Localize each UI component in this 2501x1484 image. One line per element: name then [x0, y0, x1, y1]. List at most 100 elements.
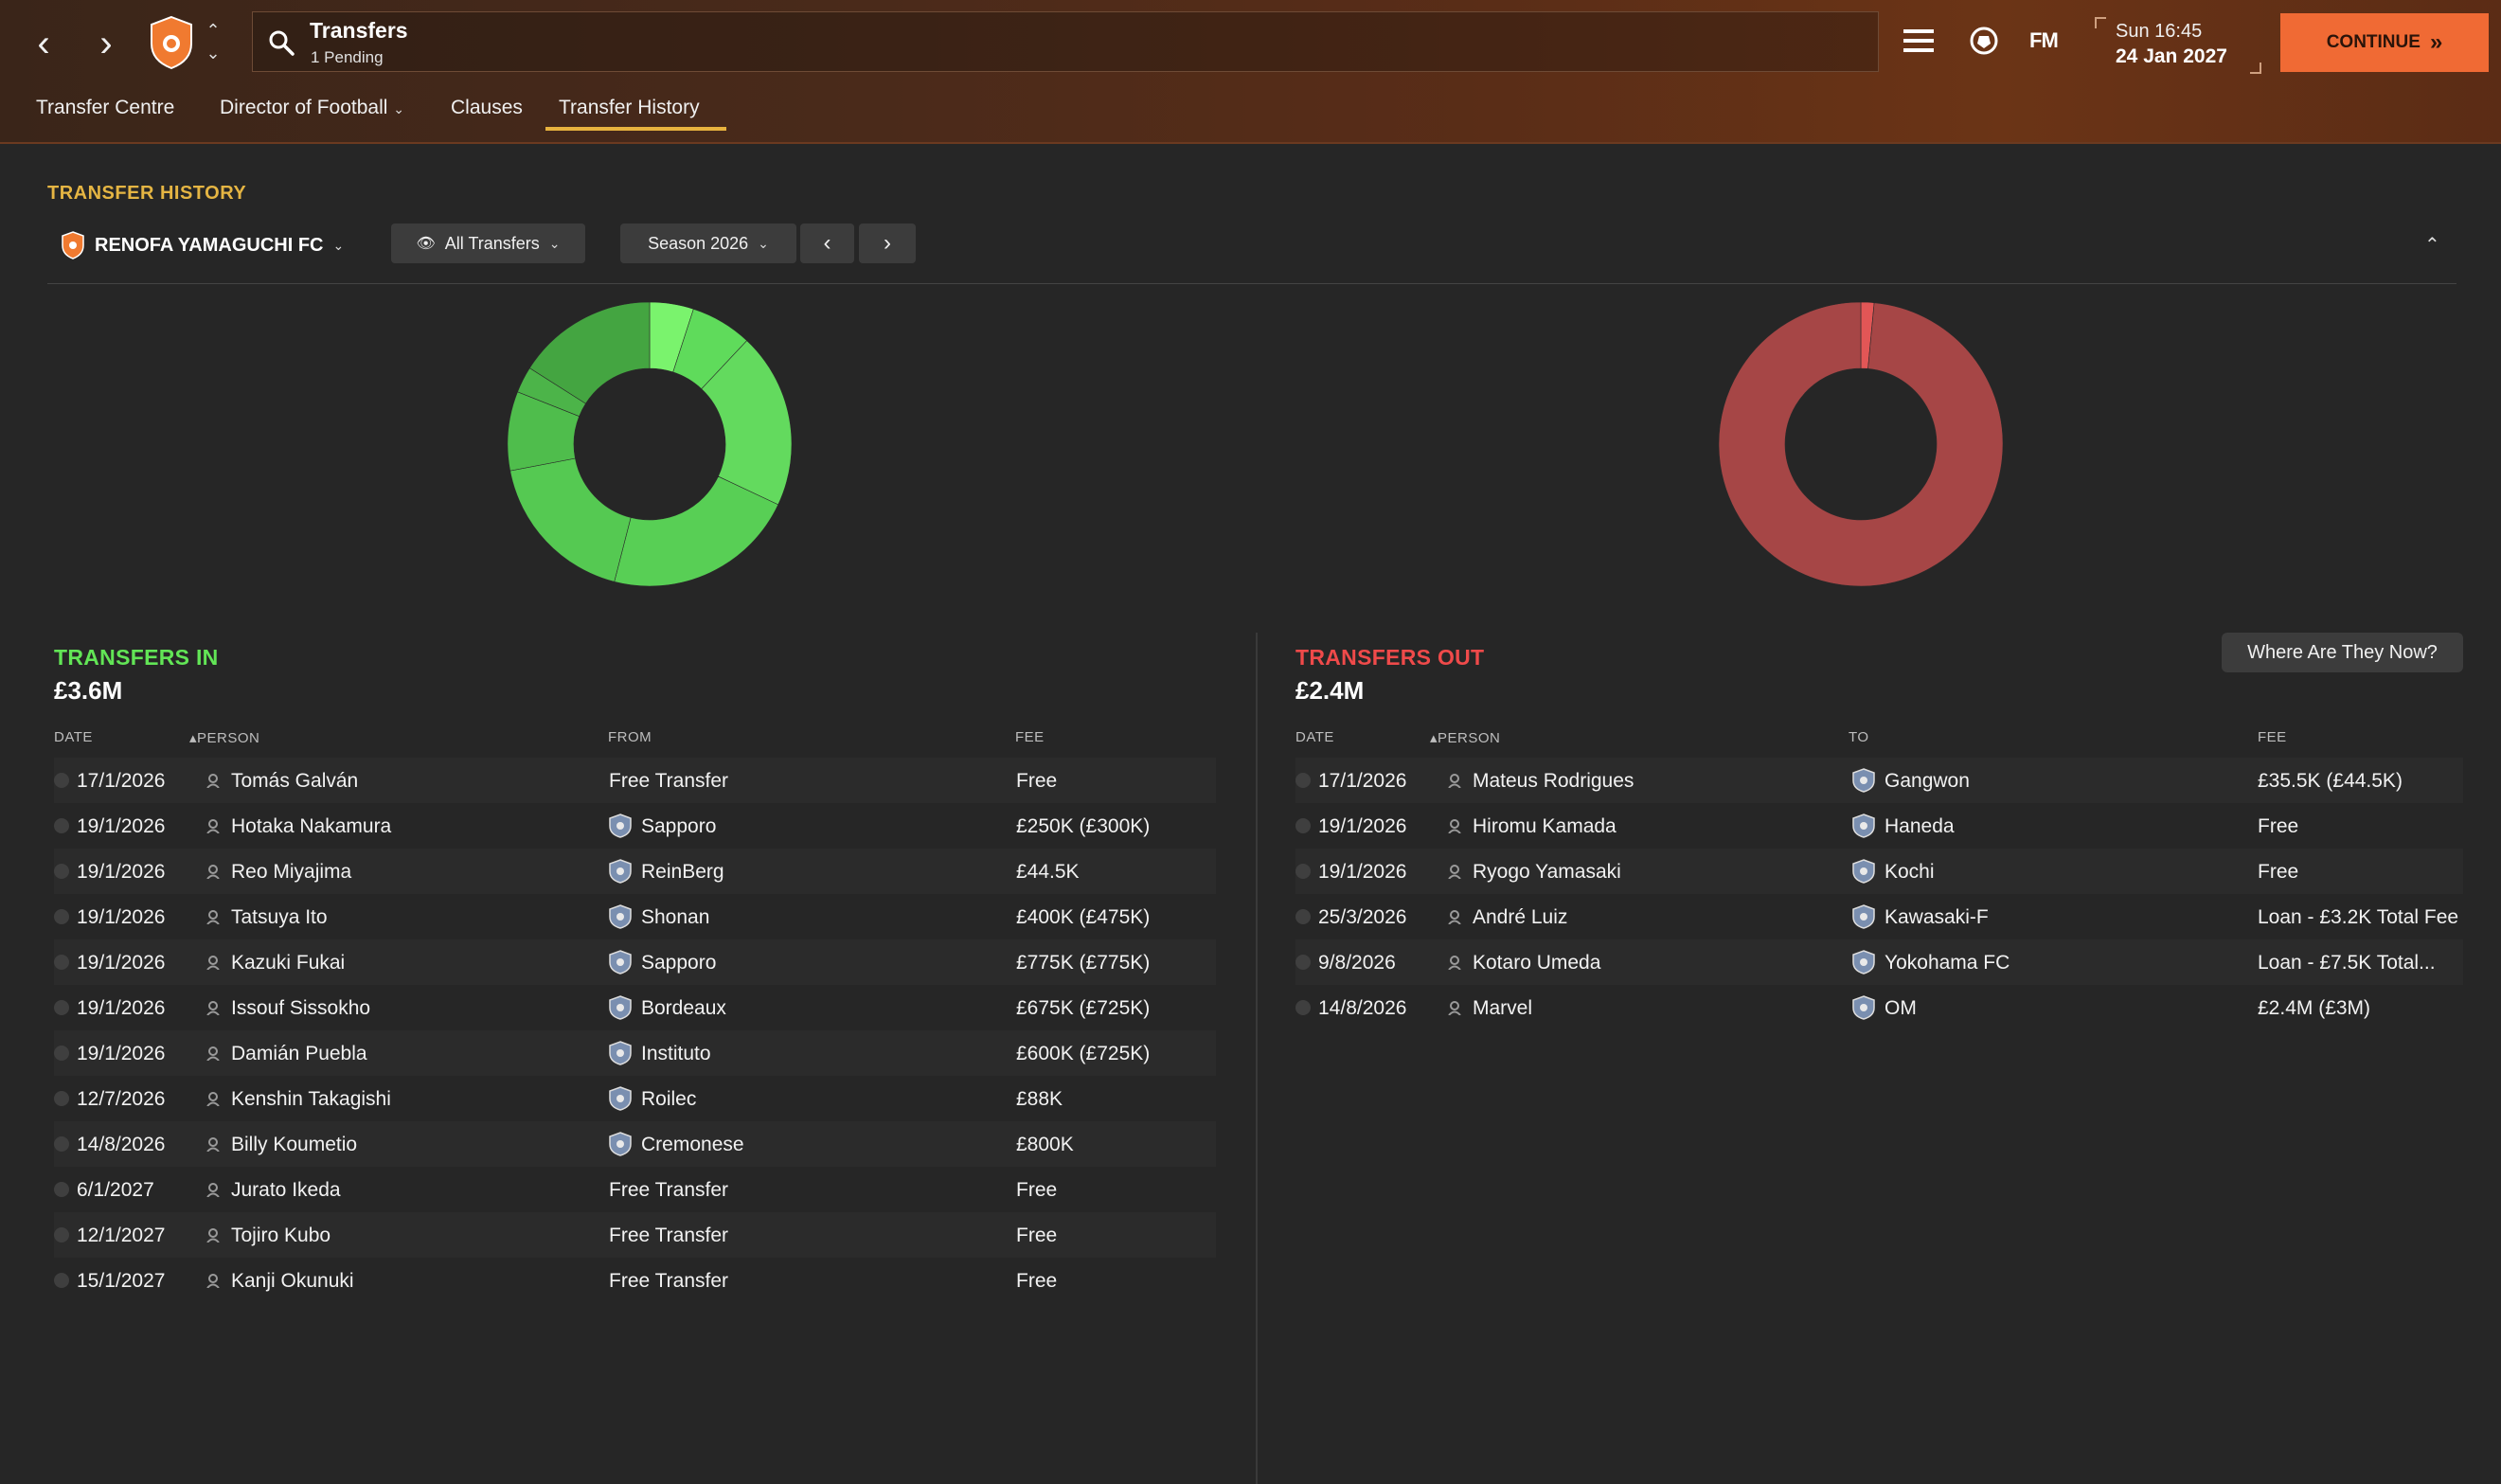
- person-icon: [206, 1137, 220, 1152]
- person-name-link[interactable]: Marvel: [1473, 997, 1533, 1019]
- club-link[interactable]: ReinBerg: [641, 861, 724, 883]
- continue-button[interactable]: CONTINUE »: [2280, 13, 2489, 72]
- next-season-button[interactable]: ›: [859, 223, 916, 263]
- status-check-icon: [54, 818, 69, 833]
- table-row[interactable]: 19/1/2026 Issouf Sissokho Bordeaux £675K (£…: [54, 985, 1216, 1030]
- club-link[interactable]: Haneda: [1885, 815, 1955, 837]
- table-row[interactable]: 19/1/2026 Ryogo Yamasaki Kochi Free: [1295, 849, 2463, 894]
- person-name-link[interactable]: Kotaro Umeda: [1473, 952, 1601, 974]
- person-icon: [1448, 956, 1461, 970]
- date-cell: 17/1/2026: [77, 770, 166, 792]
- table-row[interactable]: 12/1/2027 Tojiro Kubo Free Transfer Free: [54, 1212, 1216, 1258]
- person-name-link[interactable]: Hiromu Kamada: [1473, 815, 1617, 837]
- tab-director-of-football[interactable]: Director of Football ⌄: [220, 97, 404, 119]
- person-name-link[interactable]: Ryogo Yamasaki: [1473, 861, 1621, 883]
- club-link[interactable]: Kochi: [1885, 861, 1935, 883]
- back-arrow-icon[interactable]: ‹: [37, 22, 50, 64]
- fm-logo-icon[interactable]: FM: [2029, 28, 2059, 52]
- club-link[interactable]: Bordeaux: [641, 997, 726, 1019]
- chevron-right-icon: ›: [884, 230, 891, 256]
- previous-season-button[interactable]: ‹: [800, 223, 854, 263]
- club-link[interactable]: Yokohama FC: [1885, 952, 2010, 974]
- table-row[interactable]: 6/1/2027 Jurato Ikeda Free Transfer Free: [54, 1167, 1216, 1212]
- person-name-link[interactable]: Reo Miyajima: [231, 861, 352, 883]
- table-row[interactable]: 14/8/2026 Marvel OM £2.4M (£3M): [1295, 985, 2463, 1030]
- donut-slice[interactable]: [509, 457, 632, 582]
- table-row[interactable]: 19/1/2026 Kazuki Fukai Sapporo £775K (£775K…: [54, 939, 1216, 985]
- eye-icon: 👁: [416, 236, 436, 252]
- donut-slice[interactable]: [614, 475, 779, 587]
- donut-slice[interactable]: [701, 340, 793, 506]
- club-link[interactable]: Kawasaki-F: [1885, 906, 1989, 928]
- club-link[interactable]: Shonan: [641, 906, 710, 928]
- club-link[interactable]: Free Transfer: [609, 1179, 729, 1201]
- person-name-link[interactable]: Kanji Okunuki: [231, 1270, 354, 1292]
- donut-slice[interactable]: [528, 301, 651, 404]
- club-link[interactable]: Sapporo: [641, 952, 717, 974]
- column-header-person[interactable]: ▴PERSON: [189, 730, 260, 746]
- table-row[interactable]: 9/8/2026 Kotaro Umeda Yokohama FC Loan - £7…: [1295, 939, 2463, 985]
- page-title: Transfers: [310, 18, 408, 43]
- transfer-filter-dropdown[interactable]: 👁 All Transfers ⌄: [391, 223, 585, 263]
- table-row[interactable]: 17/1/2026 Tomás Galván Free Transfer Free: [54, 758, 1216, 803]
- column-header-to[interactable]: TO: [1849, 729, 1869, 745]
- club-crest-icon[interactable]: [148, 15, 195, 70]
- table-row[interactable]: 17/1/2026 Mateus Rodrigues Gangwon £35.5K (…: [1295, 758, 2463, 803]
- date-cell: 19/1/2026: [77, 952, 166, 974]
- column-header-from[interactable]: FROM: [608, 729, 652, 745]
- club-link[interactable]: Free Transfer: [609, 1225, 729, 1246]
- season-dropdown[interactable]: Season 2026 ⌄: [620, 223, 796, 263]
- person-name-link[interactable]: Billy Koumetio: [231, 1134, 358, 1155]
- table-row[interactable]: 19/1/2026 Damián Puebla Instituto £600K (£7…: [54, 1030, 1216, 1076]
- club-link[interactable]: Gangwon: [1885, 770, 1970, 792]
- club-link[interactable]: OM: [1885, 997, 1917, 1019]
- menu-icon[interactable]: [1902, 27, 1936, 55]
- club-link[interactable]: Free Transfer: [609, 770, 729, 792]
- table-row[interactable]: 19/1/2026 Tatsuya Ito Shonan £400K (£475K): [54, 894, 1216, 939]
- table-row[interactable]: 19/1/2026 Hotaka Nakamura Sapporo £250K (£3…: [54, 803, 1216, 849]
- column-header-fee[interactable]: FEE: [2258, 729, 2287, 745]
- search-bar[interactable]: Transfers 1 Pending: [252, 11, 1879, 72]
- person-name-link[interactable]: Kenshin Takagishi: [231, 1088, 391, 1110]
- tab-transfer-history[interactable]: Transfer History: [559, 97, 700, 118]
- person-name-link[interactable]: André Luiz: [1473, 906, 1568, 928]
- club-link[interactable]: Roilec: [641, 1088, 697, 1110]
- donut-slice[interactable]: [1718, 301, 2004, 587]
- column-header-date[interactable]: DATE: [54, 729, 93, 745]
- club-selector[interactable]: RENOFA YAMAGUCHI FC ⌄: [61, 227, 344, 263]
- person-name-link[interactable]: Kazuki Fukai: [231, 952, 346, 974]
- tab-clauses[interactable]: Clauses: [451, 97, 523, 118]
- person-name-link[interactable]: Hotaka Nakamura: [231, 815, 392, 837]
- club-link[interactable]: Free Transfer: [609, 1270, 729, 1292]
- column-header-person[interactable]: ▴PERSON: [1430, 730, 1501, 746]
- club-link[interactable]: Cremonese: [641, 1134, 744, 1155]
- person-name-link[interactable]: Mateus Rodrigues: [1473, 770, 1635, 792]
- club-switch-icon[interactable]: ⌃ ⌄: [205, 21, 221, 63]
- column-header-date[interactable]: DATE: [1295, 729, 1334, 745]
- person-name-link[interactable]: Tojiro Kubo: [231, 1225, 331, 1246]
- date-cell: 19/1/2026: [1318, 815, 1407, 837]
- person-name-link[interactable]: Jurato Ikeda: [231, 1179, 341, 1201]
- football-icon[interactable]: [1968, 25, 2000, 57]
- table-row[interactable]: 14/8/2026 Billy Koumetio Cremonese £800K: [54, 1121, 1216, 1167]
- column-header-fee[interactable]: FEE: [1015, 729, 1045, 745]
- person-name-link[interactable]: Damián Puebla: [231, 1043, 367, 1064]
- table-row[interactable]: 15/1/2027 Kanji Okunuki Free Transfer Free: [54, 1258, 1216, 1303]
- club-link[interactable]: Instituto: [641, 1043, 711, 1064]
- person-icon: [206, 1274, 220, 1288]
- table-row[interactable]: 25/3/2026 André Luiz Kawasaki-F Loan - £3.2…: [1295, 894, 2463, 939]
- person-name-link[interactable]: Tomás Galván: [231, 770, 359, 792]
- club-link[interactable]: Sapporo: [641, 815, 717, 837]
- table-row[interactable]: 19/1/2026 Reo Miyajima ReinBerg £44.5K: [54, 849, 1216, 894]
- collapse-chevron-icon[interactable]: ⌃: [2424, 235, 2440, 256]
- game-date[interactable]: Sun 16:45 24 Jan 2027: [2095, 13, 2261, 74]
- forward-arrow-icon[interactable]: ›: [99, 22, 113, 64]
- table-row[interactable]: 19/1/2026 Hiromu Kamada Haneda Free: [1295, 803, 2463, 849]
- table-row[interactable]: 12/7/2026 Kenshin Takagishi Roilec £88K: [54, 1076, 1216, 1121]
- where-are-they-now-button[interactable]: Where Are They Now?: [2222, 633, 2463, 672]
- person-icon: [1448, 819, 1461, 833]
- person-name-link[interactable]: Issouf Sissokho: [231, 997, 371, 1019]
- person-icon: [206, 865, 220, 879]
- tab-transfer-centre[interactable]: Transfer Centre: [36, 97, 175, 118]
- person-name-link[interactable]: Tatsuya Ito: [231, 906, 328, 928]
